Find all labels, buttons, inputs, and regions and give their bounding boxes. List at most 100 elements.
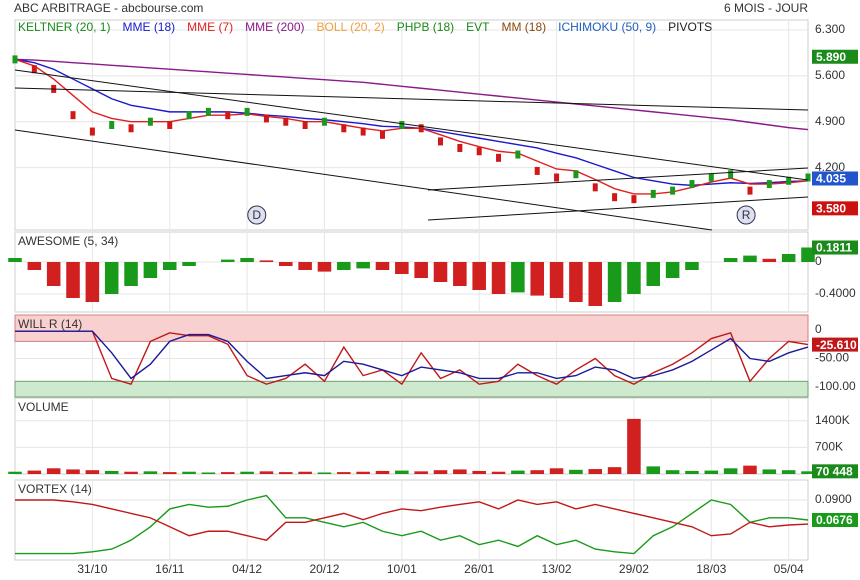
bar	[743, 465, 757, 474]
trend-line	[427, 167, 809, 191]
legend-entry: EVT	[466, 20, 490, 34]
value-badge-label: 4.035	[816, 172, 846, 186]
panel-frame	[14, 19, 809, 231]
bar	[781, 254, 796, 262]
period: 6 MOIS - JOUR	[724, 1, 808, 15]
candle	[128, 124, 134, 133]
bar	[607, 262, 622, 302]
candle	[670, 186, 676, 195]
trend-line	[14, 87, 809, 111]
y-tick-label: 1400K	[815, 413, 850, 427]
legend-entry: MM (18)	[501, 20, 546, 34]
overbought-zone	[14, 314, 809, 342]
bar	[27, 262, 42, 270]
bar	[743, 255, 757, 262]
x-tick-label: 16/11	[155, 562, 184, 576]
event-marker-label: R	[742, 208, 751, 222]
bar	[453, 262, 467, 286]
candle	[805, 173, 811, 182]
bar	[259, 260, 274, 262]
legend-entry: MME (18)	[122, 20, 175, 34]
page-title: ABC ARBITRAGE - abcbourse.com	[14, 1, 203, 15]
bar	[375, 470, 390, 474]
candle	[418, 124, 424, 133]
x-tick-label: 13/02	[542, 562, 572, 576]
trend-line	[427, 196, 809, 221]
event-marker	[247, 205, 267, 225]
x-tick-label: 31/10	[77, 562, 107, 576]
legend-entry: MME (7)	[187, 20, 233, 34]
value-badge	[812, 464, 858, 479]
bar	[801, 471, 815, 474]
panel-frame	[14, 397, 809, 475]
oversold-zone	[14, 380, 809, 398]
value-badge	[812, 337, 858, 352]
x-tick-label: 29/02	[619, 562, 649, 576]
y-tick-label: 0.0900	[815, 492, 852, 506]
bar	[66, 262, 80, 298]
bar	[511, 262, 525, 293]
value-badge-label: 0.0676	[816, 513, 853, 527]
bar	[549, 262, 564, 298]
bar	[588, 469, 603, 474]
bar	[66, 469, 80, 474]
bar	[433, 470, 448, 474]
legend-entry: MME (200)	[245, 20, 304, 34]
bar	[472, 470, 486, 474]
bar	[85, 262, 100, 302]
bar	[723, 258, 738, 262]
bar	[511, 470, 525, 474]
candle	[186, 111, 192, 120]
indicator-line	[15, 499, 809, 541]
candle	[534, 166, 540, 175]
bar	[220, 259, 235, 262]
candle	[225, 111, 231, 120]
candle	[708, 173, 714, 182]
candle	[438, 137, 444, 146]
panel-title: VORTEX (14)	[18, 482, 92, 496]
candle	[302, 121, 308, 129]
candle	[341, 124, 347, 133]
bar	[162, 262, 177, 270]
value-badge	[812, 49, 858, 64]
trend-line	[14, 129, 713, 231]
y-tick-label: 700K	[815, 440, 843, 454]
candle	[592, 183, 598, 192]
x-tick-label: 05/04	[774, 562, 804, 576]
legend-entry: KELTNER (20, 1)	[18, 20, 110, 34]
bar	[317, 472, 332, 474]
value-badge-label: 5.890	[816, 50, 846, 64]
candle	[244, 107, 250, 116]
bar	[414, 262, 428, 278]
bar	[85, 470, 100, 474]
candle	[283, 117, 289, 126]
event-marker	[736, 205, 756, 225]
bar	[279, 472, 293, 474]
bar	[491, 262, 506, 294]
bar	[356, 471, 370, 474]
bar	[279, 262, 293, 266]
candle	[147, 117, 153, 126]
candle	[573, 170, 579, 179]
bar	[453, 469, 467, 474]
bar	[530, 262, 544, 296]
bar	[414, 471, 428, 474]
bar	[588, 262, 603, 306]
candle	[786, 176, 792, 185]
candle	[205, 107, 211, 116]
y-tick-label: 4.200	[815, 160, 845, 174]
panel-title: AWESOME (5, 34)	[18, 234, 118, 248]
x-tick-label: 18/03	[696, 562, 726, 576]
candle	[399, 121, 405, 129]
bar	[298, 262, 312, 270]
y-tick-label: -0.4000	[815, 286, 856, 300]
x-tick-label: 26/01	[464, 562, 494, 576]
trend-line	[14, 69, 809, 181]
bar	[723, 468, 738, 474]
bar	[143, 471, 158, 474]
bar	[182, 262, 196, 266]
bar	[201, 472, 216, 474]
value-badge-label: 3.580	[816, 202, 846, 216]
candle	[689, 180, 695, 189]
